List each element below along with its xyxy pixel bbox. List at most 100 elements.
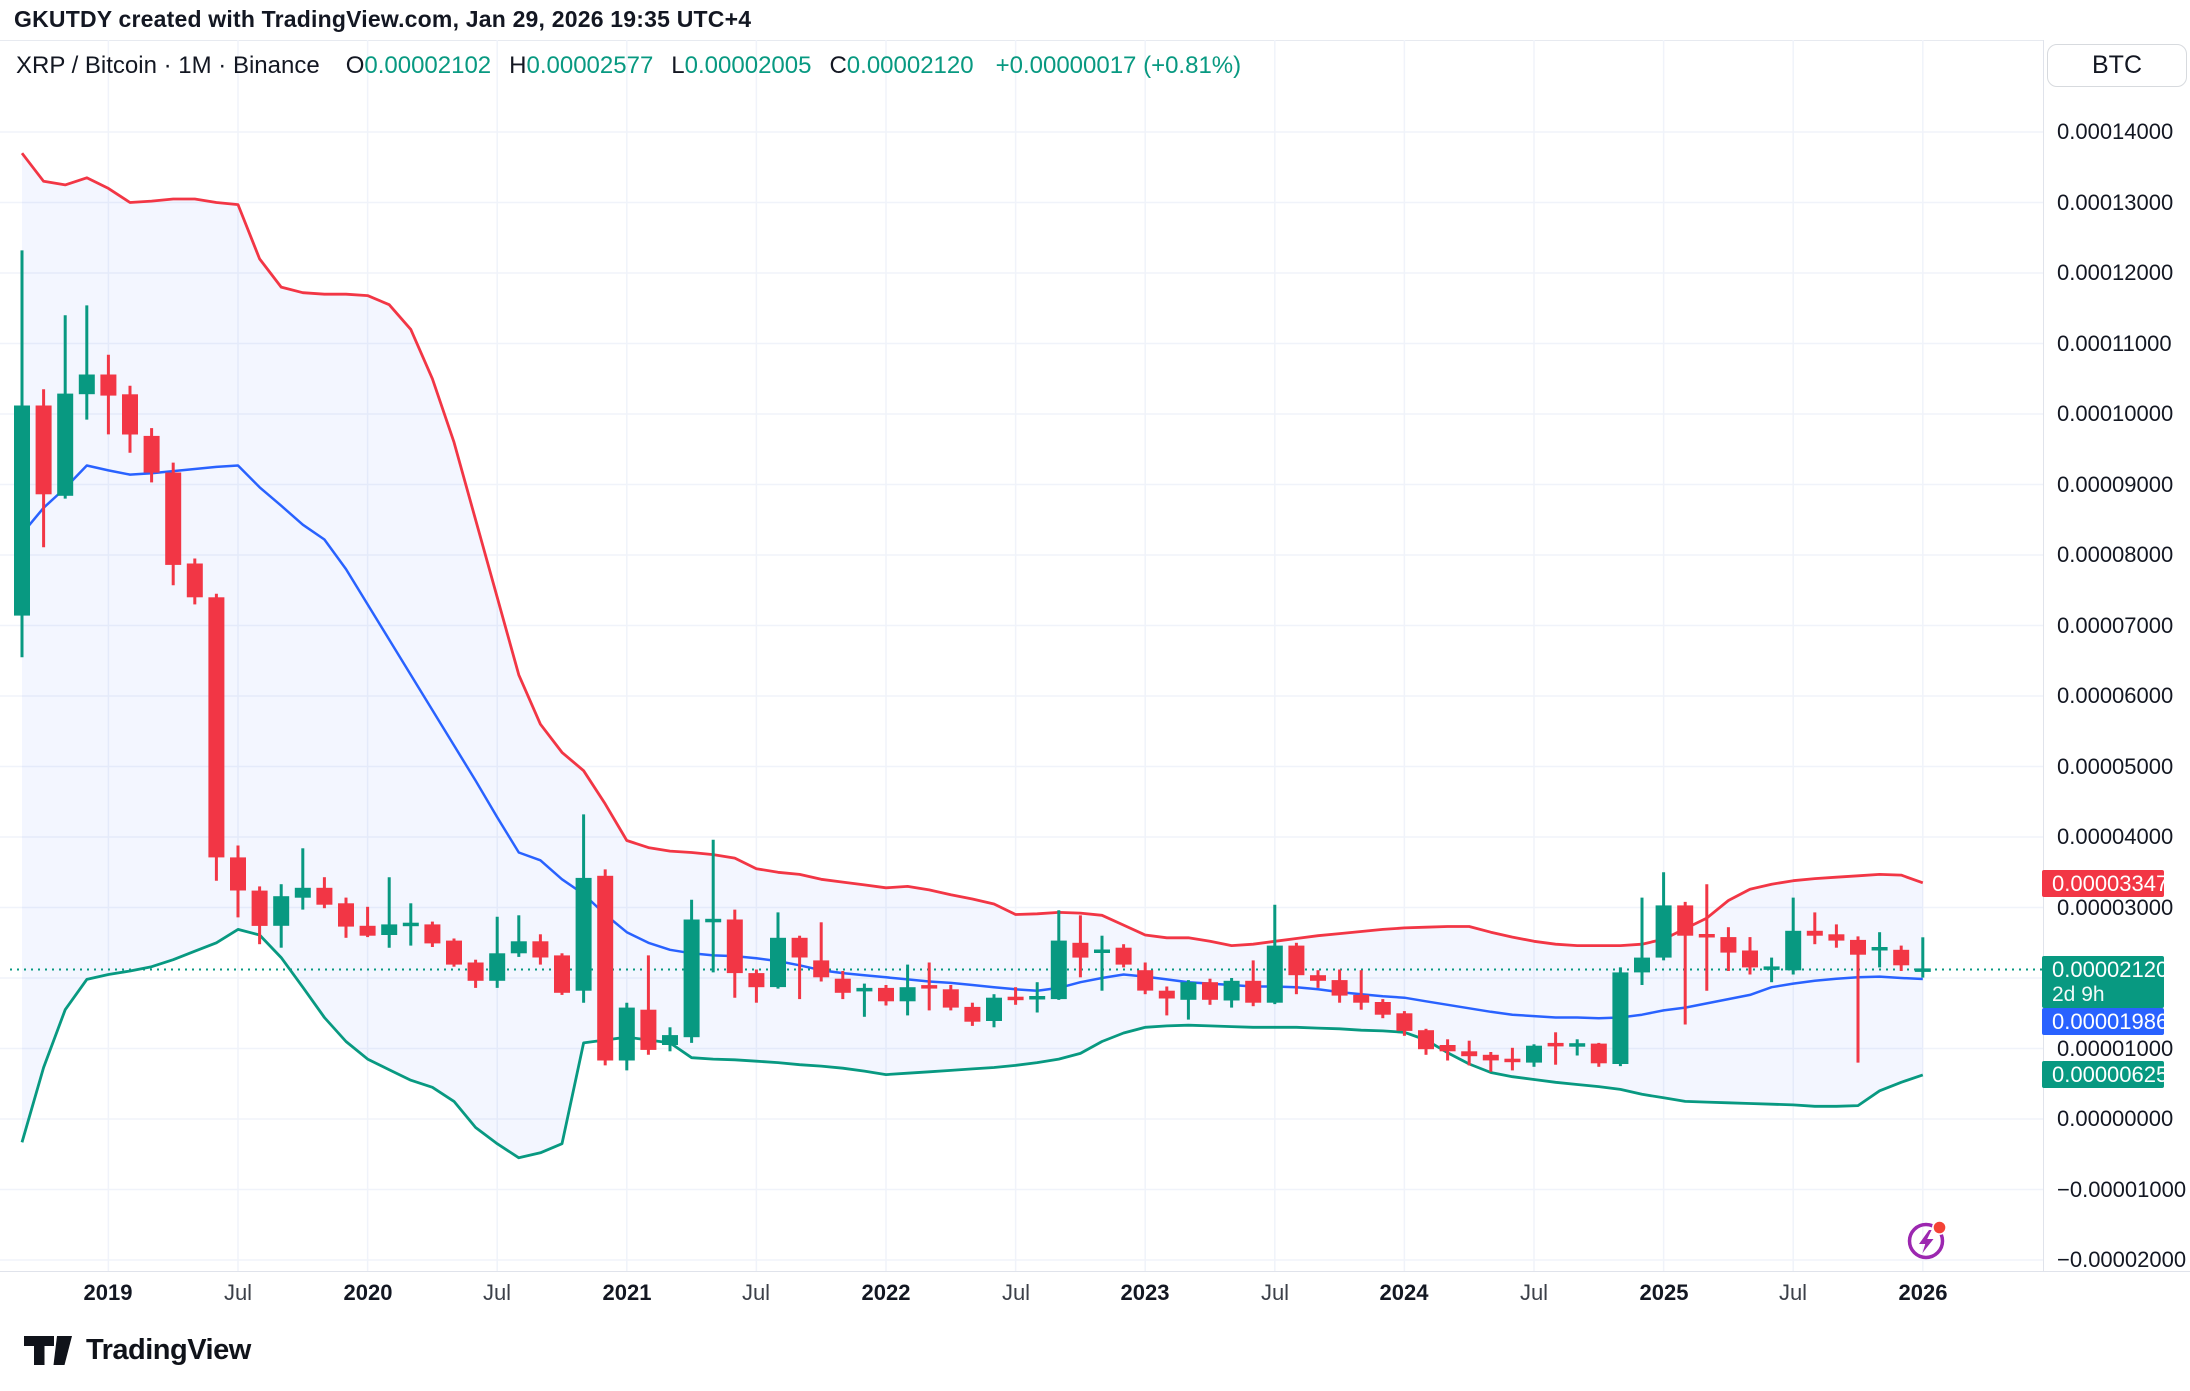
candle <box>122 394 138 435</box>
candle <box>1461 1051 1478 1057</box>
time-tick-label: 2021 <box>602 1280 652 1305</box>
candle <box>942 989 959 1008</box>
candle <box>921 985 938 989</box>
symbol-legend[interactable]: XRP / Bitcoin · 1M · Binance O0.00002102… <box>16 51 1241 81</box>
ohlc-values: O0.00002102 H0.00002577 L0.00002005 C0.0000… <box>346 52 992 80</box>
symbol-title[interactable]: XRP / Bitcoin · 1M · Binance <box>16 52 320 79</box>
candle <box>1331 980 1348 996</box>
candle <box>1115 947 1132 965</box>
tradingview-logo[interactable]: TradingView <box>22 1331 251 1369</box>
snapshot-dot <box>1933 1221 1946 1234</box>
time-tick-label: 2019 <box>83 1280 133 1305</box>
currency-toggle-btc[interactable]: BTC <box>2047 44 2187 87</box>
candle <box>208 597 225 858</box>
candle <box>1655 905 1672 958</box>
price-tick-label: 0.00004000 <box>2057 824 2174 849</box>
candle <box>1202 982 1218 1000</box>
candle <box>1180 982 1197 1000</box>
candle <box>726 919 743 974</box>
tradingview-mark-icon <box>24 1336 72 1365</box>
candle <box>489 953 506 981</box>
time-axis[interactable]: 2019 Jul 2020 Jul 2021 Jul 2022 Jul 2023 Jul 2024 J… <box>0 1271 2190 1314</box>
time-tick-label: Jul <box>223 1280 253 1305</box>
candle <box>1029 996 1046 1000</box>
price-tick-label: 0.00013000 <box>2057 190 2174 215</box>
footer: TradingView <box>0 1313 2190 1391</box>
price-tick-label: 0.00003000 <box>2057 895 2174 920</box>
candle <box>986 997 1002 1021</box>
candle <box>597 875 614 1061</box>
time-tick-label: 2026 <box>1898 1280 1948 1305</box>
candle <box>618 1007 635 1061</box>
price-tick-label: 0.00010000 <box>2057 401 2174 426</box>
candle <box>1007 996 1024 1001</box>
price-tick-label: −0.00001000 <box>2057 1177 2187 1202</box>
candle <box>1893 949 1910 966</box>
candle <box>1050 940 1067 1000</box>
candle <box>1418 1030 1434 1050</box>
time-tick-label: Jul <box>1778 1280 1808 1305</box>
tradingview-wordmark: TradingView <box>86 1333 251 1366</box>
candle <box>554 955 570 993</box>
candle <box>1266 945 1283 1003</box>
candle <box>186 563 203 598</box>
band-fill <box>22 153 1923 1158</box>
candle <box>35 405 52 495</box>
candle <box>273 896 290 926</box>
candle <box>1763 966 1780 970</box>
candle <box>1374 1002 1391 1015</box>
price-tick-label: 0.00011000 <box>2057 331 2172 356</box>
candle <box>381 924 398 935</box>
price-tick-label: 0.00014000 <box>2057 119 2174 144</box>
price-tick-label: 0.00012000 <box>2057 260 2174 285</box>
time-tick-label: Jul <box>1260 1280 1290 1305</box>
candles-layer <box>14 250 1931 1072</box>
candle <box>834 978 851 993</box>
candle <box>1569 1043 1586 1047</box>
candle <box>1288 945 1305 976</box>
candle <box>770 937 786 988</box>
candle <box>1720 937 1737 953</box>
candle <box>964 1006 981 1022</box>
candle <box>813 960 830 978</box>
price-tick-label: 0.00007000 <box>2057 613 2174 638</box>
candle <box>878 987 894 1002</box>
candle <box>1785 930 1802 971</box>
time-tick-label: 2025 <box>1639 1280 1689 1305</box>
candle <box>1547 1042 1564 1047</box>
candle <box>575 877 592 991</box>
price-chart[interactable] <box>0 40 2043 1271</box>
bar-countdown: 2d 9h <box>2052 983 2105 1006</box>
candle <box>899 987 916 1002</box>
candle <box>1590 1043 1607 1064</box>
grid-lines <box>0 40 2043 1271</box>
candle <box>1310 975 1326 981</box>
candle <box>683 919 700 1038</box>
candle <box>662 1035 678 1045</box>
time-tick-label: Jul <box>1001 1280 1031 1305</box>
candle <box>1828 934 1845 941</box>
time-tick-label: Jul <box>741 1280 771 1305</box>
flash-snapshot-icon[interactable] <box>1906 1218 1950 1262</box>
candle <box>100 374 117 396</box>
candle <box>1245 980 1262 1003</box>
candle <box>467 962 484 981</box>
price-label-last-price: 0.00002120 2d 9h <box>2042 956 2168 1008</box>
candle <box>14 405 30 616</box>
price-axis[interactable]: 0.00014000 0.00013000 0.00012000 0.00011000… <box>2042 40 2190 1272</box>
header-separator <box>0 40 2190 41</box>
candle <box>316 887 333 905</box>
price-tick-label: −0.00002000 <box>2057 1247 2187 1272</box>
candle <box>1914 968 1931 972</box>
price-label-upper-band: 0.00003347 <box>2042 870 2168 897</box>
time-tick-label: Jul <box>482 1280 512 1305</box>
candle <box>230 857 246 891</box>
candle <box>143 435 160 473</box>
ohlc-item: O0.00002102 <box>345 52 492 79</box>
candle <box>424 924 441 944</box>
candle <box>856 987 873 992</box>
price-tick-label: 0.00006000 <box>2057 683 2174 708</box>
change-value: +0.00000017 (+0.81%) <box>995 52 1242 79</box>
candle <box>1137 970 1154 991</box>
candle <box>1504 1058 1521 1063</box>
